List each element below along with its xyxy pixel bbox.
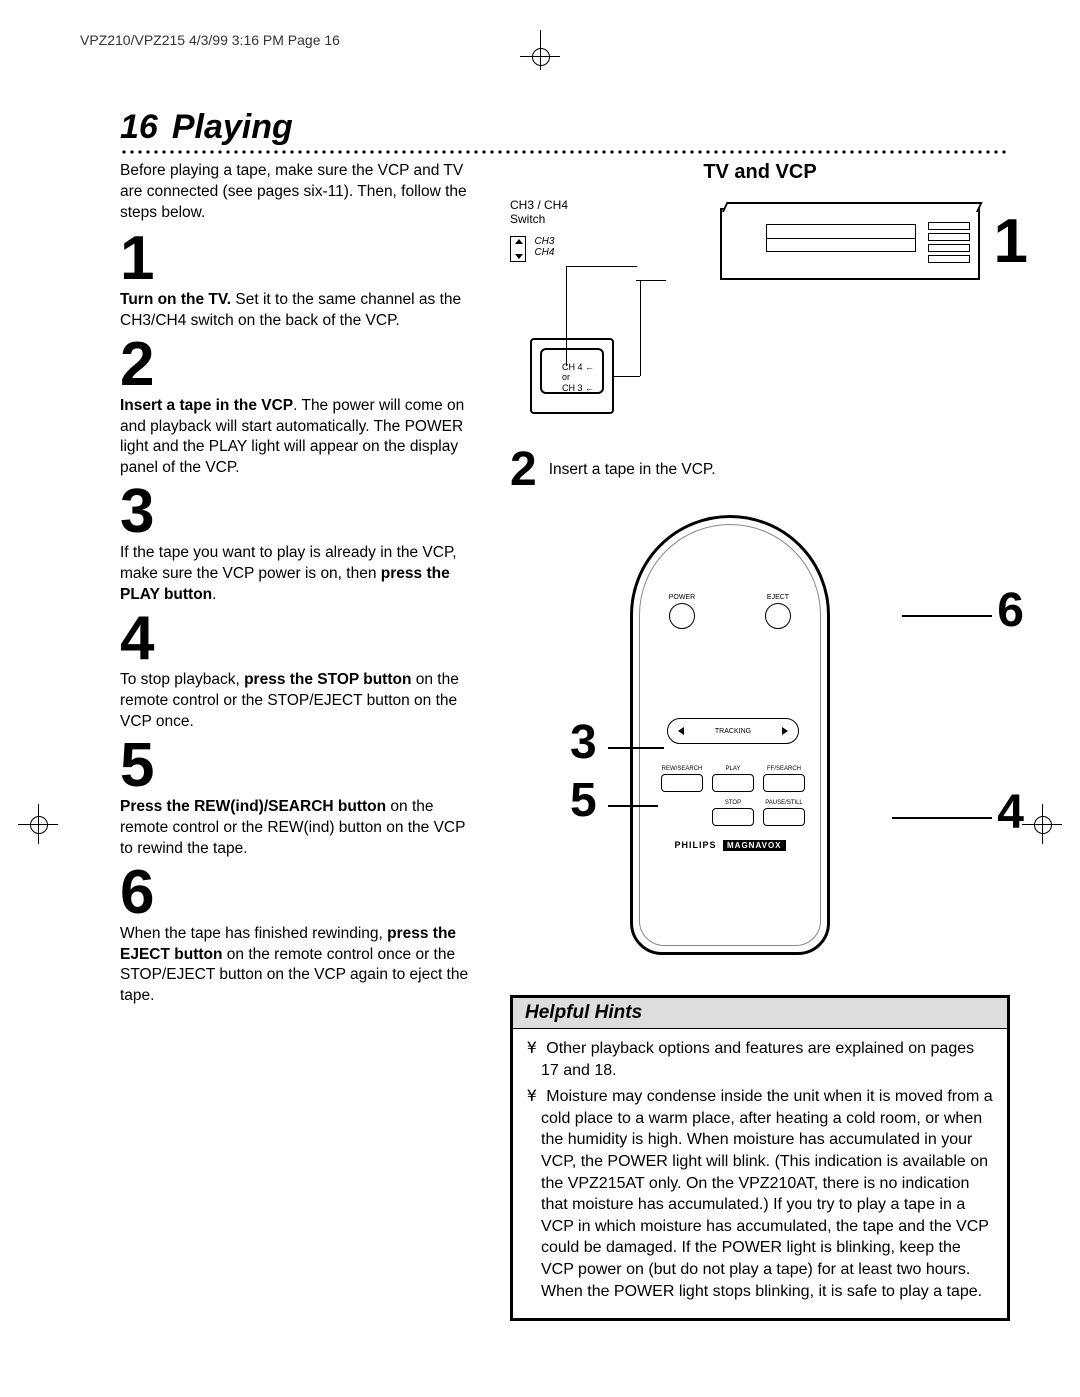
pause-button: PAUSE/STILL [763,800,805,826]
page-title: Playing [172,108,293,147]
left-column: Before playing a tape, make sure the VCP… [120,161,480,1321]
callout-2: 2 [510,442,537,497]
page-header: VPZ210/VPZ215 4/3/99 3:16 PM Page 16 [80,32,1010,48]
step-3-body: If the tape you want to play is already … [120,543,480,606]
tv-text: CH 4 ← or CH 3 ← [562,362,594,393]
hints-body: ¥ Other playback options and features ar… [513,1029,1007,1318]
title-row: 16 Playing [120,108,1010,147]
step2-row: 2 Insert a tape in the VCP. [510,442,1010,497]
lead-4 [892,817,992,819]
intro-text: Before playing a tape, make sure the VCP… [120,161,480,224]
remote-diagram: POWER EJECT TRACKING REW/SEARCH PLAY FF/… [510,515,1010,985]
callout-1: 1 [994,206,1028,277]
page-number: 16 [120,108,158,147]
vcp-icon [720,208,980,280]
page: VPZ210/VPZ215 4/3/99 3:16 PM Page 16 16 … [0,0,1080,1361]
step-6-number: 6 [120,862,480,924]
remote-outline: POWER EJECT TRACKING REW/SEARCH PLAY FF/… [630,515,830,955]
step-4-body: To stop playback, press the STOP button … [120,670,480,733]
step-5-body: Press the REW(ind)/SEARCH button on the … [120,797,480,860]
brand-box: MAGNAVOX [723,840,786,851]
power-button: POWER [665,594,699,629]
ff-button: FF/SEARCH [763,766,805,792]
switch-icon [510,236,526,262]
vcp-controls [928,222,970,268]
step-1-body: Turn on the TV. Set it to the same chann… [120,290,480,332]
hint-1: ¥ Other playback options and features ar… [527,1037,993,1081]
step-6-body: When the tape has finished rewinding, pr… [120,924,480,1008]
remote-row2: STOP PAUSE/STILL [661,800,805,826]
dotted-rule [120,149,1010,155]
tv-lead [614,376,640,377]
hint-2: ¥ Moisture may condense inside the unit … [527,1085,993,1302]
step-5-number: 5 [120,735,480,797]
tv-vcp-heading: TV and VCP [510,161,1010,184]
content: Before playing a tape, make sure the VCP… [120,161,1010,1321]
hints-box: Helpful Hints ¥ Other playback options a… [510,995,1010,1321]
right-column: TV and VCP CH3 / CH4 Switch CH3 CH4 CH 4… [510,161,1010,1321]
tv-vcp-diagram: CH3 / CH4 Switch CH3 CH4 CH 4 ← or CH 3 … [510,188,1010,438]
play-button: PLAY [712,766,754,792]
callout-6: 6 [997,583,1024,638]
tracking-label: TRACKING [715,728,751,735]
step-1-number: 1 [120,228,480,290]
callout-3: 3 [570,715,597,770]
step2-text: Insert a tape in the VCP. [549,461,716,479]
step-4-number: 4 [120,608,480,670]
step-3-number: 3 [120,481,480,543]
power-icon [669,603,695,629]
step-2-body: Insert a tape in the VCP. The power will… [120,396,480,480]
tv-lead2 [640,280,641,376]
tv-screen: CH 4 ← or CH 3 ← [540,348,604,394]
switch-text: CH3 CH4 [534,236,554,258]
callout-5: 5 [570,773,597,828]
tv-icon: CH 4 ← or CH 3 ← [530,338,614,414]
switch-box: CH3 CH4 [510,236,570,266]
lead-5 [608,805,658,807]
vcp-slot [766,224,916,252]
lead-3 [608,747,664,749]
power-label: POWER [669,594,695,601]
lead-6 [902,615,992,617]
eject-label: EJECT [767,594,789,601]
hints-title: Helpful Hints [513,998,1007,1029]
remote-brand: PHILIPS MAGNAVOX [633,840,827,851]
step-2-number: 2 [120,334,480,396]
switch-label: CH3 / CH4 Switch [510,198,568,227]
rew-button: REW/SEARCH [661,766,703,792]
remote-row1: REW/SEARCH PLAY FF/SEARCH [661,766,805,792]
eject-button: EJECT [761,594,795,629]
callout-4: 4 [997,785,1024,840]
eject-icon [765,603,791,629]
tracking-button: TRACKING [667,718,799,744]
stop-button: STOP [712,800,754,826]
